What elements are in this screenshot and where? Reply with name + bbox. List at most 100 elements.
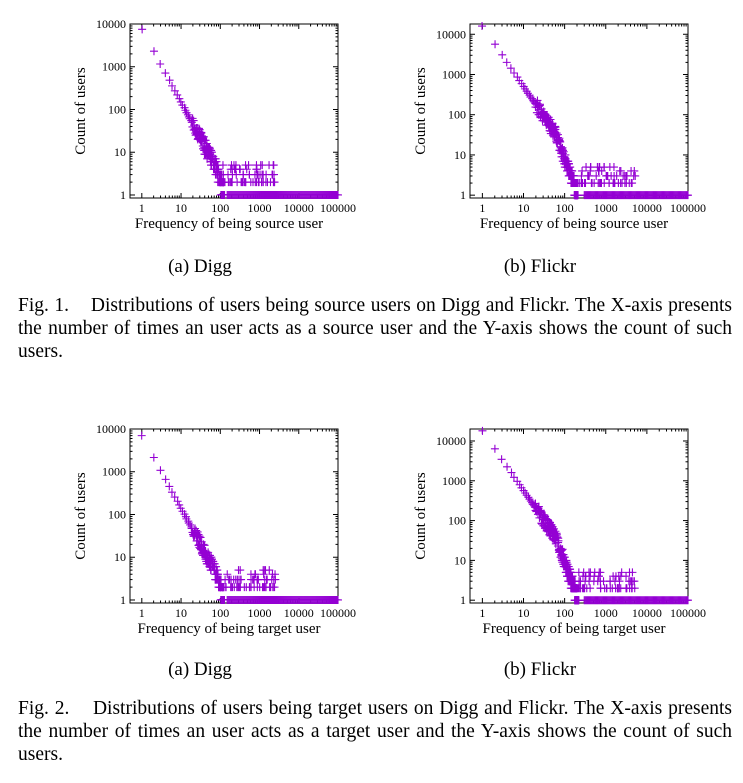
x-tick-label: 1: [139, 201, 145, 215]
data-point: [138, 25, 147, 34]
data-point: [684, 596, 692, 605]
data-point: [612, 171, 621, 180]
y-tick-label: 10: [114, 145, 126, 159]
x-tick-label: 100: [556, 606, 574, 620]
data-point: [137, 431, 146, 440]
data-point: [175, 94, 184, 103]
x-tick-label: 100: [211, 201, 229, 215]
x-tick-label: 10: [175, 201, 187, 215]
data-point: [628, 179, 637, 188]
fig2-caption: Fig. 2. Distributions of users being tar…: [18, 697, 732, 766]
data-point: [536, 506, 545, 515]
data-point: [259, 170, 268, 179]
y-tick-label: 100: [448, 514, 466, 528]
data-point: [631, 171, 640, 180]
x-tick-label: 1000: [594, 606, 618, 620]
fig1-caption-label: Fig. 1.: [18, 295, 69, 316]
y-tick-label: 1: [120, 593, 126, 607]
data-point: [540, 511, 549, 520]
x-tick-label: 1000: [594, 201, 618, 215]
fig2-subcaption-b: (b) Flickr: [503, 659, 577, 680]
x-tick-label: 100000: [320, 606, 356, 620]
x-axis-label: Frequency of being target user: [483, 621, 666, 637]
data-point: [577, 179, 586, 188]
data-point: [230, 583, 239, 592]
data-point: [616, 166, 625, 175]
data-point: [609, 163, 618, 172]
fig1-subcaption-b: (b) Flickr: [503, 256, 577, 277]
data-point: [221, 583, 230, 592]
data-point: [627, 166, 636, 175]
data-point: [509, 473, 518, 482]
data-point: [161, 475, 170, 484]
data-point: [170, 86, 179, 95]
data-point: [231, 165, 240, 174]
y-tick-label: 1000: [442, 474, 466, 488]
x-tick-label: 100000: [670, 606, 706, 620]
data-point: [507, 468, 516, 477]
data-point: [186, 520, 195, 529]
data-point: [609, 179, 618, 188]
data-point: [260, 566, 269, 575]
y-tick-label: 100: [108, 507, 126, 521]
data-point: [611, 572, 620, 581]
data-point: [170, 493, 179, 502]
data-point: [334, 190, 342, 199]
data-point: [600, 584, 609, 593]
data-point: [225, 178, 234, 187]
data-point: [265, 161, 274, 170]
data-point: [610, 577, 619, 586]
data-point: [510, 69, 519, 78]
data-point: [268, 570, 277, 579]
data-point: [490, 444, 499, 453]
data-point: [583, 171, 592, 180]
data-point: [268, 170, 277, 179]
data-point: [622, 572, 631, 581]
series-markers: [478, 426, 692, 605]
x-tick-label: 100: [211, 606, 229, 620]
x-tick-label: 1: [479, 201, 485, 215]
data-point: [478, 22, 487, 31]
fig2-digg-chart: 1 10 100 1000 10000 100000 1 10 100 1000 10000 Freq…: [60, 415, 356, 655]
data-point: [168, 81, 177, 90]
data-point: [241, 161, 250, 170]
data-point: [497, 455, 506, 464]
x-tick-label: 10: [175, 606, 187, 620]
data-point: [200, 541, 209, 550]
data-point: [240, 178, 249, 187]
data-point: [212, 562, 221, 571]
x-tick-label: 1: [139, 606, 145, 620]
data-point: [334, 595, 342, 604]
y-tick-label: 10000: [96, 17, 126, 31]
fig2-flickr-svg: 1 10 100 1000 10000 100000110100100010000Freq…: [413, 426, 706, 637]
y-axis-label: Count of users: [413, 67, 429, 155]
data-point: [627, 584, 636, 593]
data-point: [582, 163, 591, 172]
data-point: [249, 178, 258, 187]
y-tick-label: 1: [460, 188, 466, 202]
x-tick-label: 10000: [632, 606, 662, 620]
data-point: [250, 575, 259, 584]
data-point: [553, 532, 562, 541]
data-point: [506, 64, 515, 73]
data-point: [535, 101, 544, 110]
data-point: [149, 453, 158, 462]
data-point: [156, 60, 165, 69]
x-tick-label: 100: [556, 201, 574, 215]
data-point: [502, 58, 511, 67]
data-point: [165, 482, 174, 491]
x-tick-label: 1: [479, 606, 485, 620]
fig2-caption-label: Fig. 2.: [18, 698, 70, 719]
data-point: [594, 166, 603, 175]
y-tick-label: 1: [120, 188, 126, 202]
data-point: [206, 551, 215, 560]
data-point: [592, 171, 601, 180]
data-point: [212, 157, 221, 166]
data-point: [156, 466, 165, 475]
data-point: [585, 577, 594, 586]
plot-frame: [469, 23, 689, 199]
y-tick-label: 100: [448, 108, 466, 122]
x-tick-label: 10: [518, 201, 530, 215]
data-point: [556, 544, 565, 553]
data-point: [578, 166, 587, 175]
